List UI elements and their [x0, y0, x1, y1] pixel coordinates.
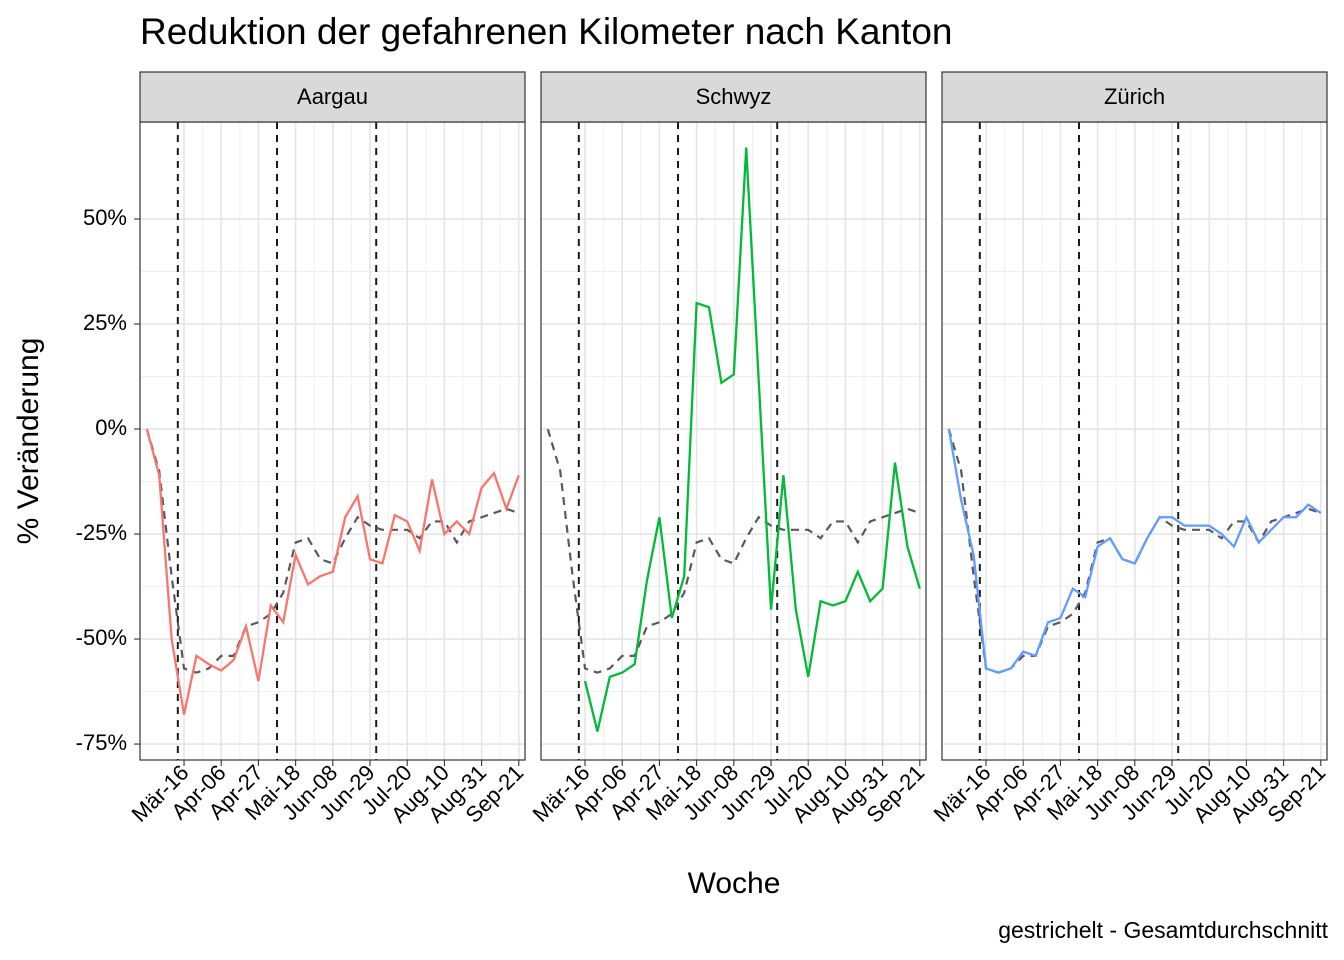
- y-tick-label: 25%: [83, 310, 127, 335]
- series-line: [145, 428, 520, 715]
- y-tick-label: -25%: [76, 520, 127, 545]
- y-tick-label: 50%: [83, 205, 127, 230]
- y-tick-label: -75%: [76, 730, 127, 755]
- average-line: [546, 428, 921, 674]
- series-line: [583, 147, 921, 732]
- chart-title: Reduktion der gefahrenen Kilometer nach …: [140, 11, 952, 52]
- series-line: [947, 428, 1322, 674]
- average-line: [145, 428, 520, 674]
- facet-label: Schwyz: [696, 84, 772, 109]
- facet-strip: [941, 71, 1328, 123]
- facet-label: Aargau: [297, 84, 368, 109]
- facet-label: Zürich: [1104, 84, 1165, 109]
- y-tick-label: -50%: [76, 625, 127, 650]
- caption: gestrichelt - Gesamtdurchschnitt: [998, 917, 1328, 943]
- y-axis-title: % Veränderung: [12, 338, 45, 545]
- x-axis-title: Woche: [688, 867, 781, 900]
- facet-strip: [139, 71, 526, 123]
- facet-strip: [540, 71, 927, 123]
- y-tick-label: 0%: [95, 415, 127, 440]
